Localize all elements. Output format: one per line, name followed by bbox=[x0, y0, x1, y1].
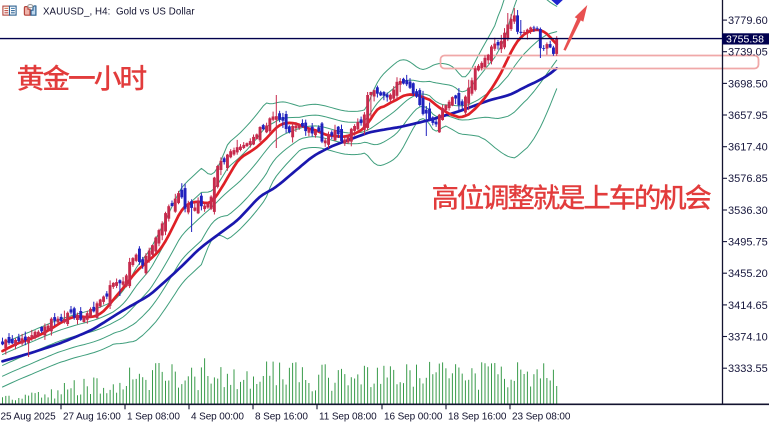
svg-text:16 Sep 00:00: 16 Sep 00:00 bbox=[384, 411, 443, 422]
svg-text:3698.50: 3698.50 bbox=[728, 78, 768, 90]
svg-text:3739.05: 3739.05 bbox=[728, 47, 768, 59]
svg-text:3617.40: 3617.40 bbox=[728, 142, 768, 154]
svg-text:3414.65: 3414.65 bbox=[728, 300, 768, 312]
svg-text:3576.85: 3576.85 bbox=[728, 173, 768, 185]
svg-text:1 Sep 08:00: 1 Sep 08:00 bbox=[127, 411, 180, 422]
svg-text:18 Sep 16:00: 18 Sep 16:00 bbox=[448, 411, 507, 422]
svg-text:27 Aug 16:00: 27 Aug 16:00 bbox=[63, 411, 121, 422]
svg-text:3536.30: 3536.30 bbox=[728, 205, 768, 217]
svg-text:3333.55: 3333.55 bbox=[728, 363, 768, 375]
svg-text:3455.20: 3455.20 bbox=[728, 268, 768, 280]
svg-text:3755.58: 3755.58 bbox=[726, 34, 764, 46]
svg-text:3374.10: 3374.10 bbox=[728, 331, 768, 343]
svg-text:XAUUSD_, H4: Gold vs US Dolla: XAUUSD_, H4: Gold vs US Dollar bbox=[43, 6, 195, 17]
svg-text:3779.60: 3779.60 bbox=[728, 15, 768, 27]
svg-text:25 Aug 2025: 25 Aug 2025 bbox=[1, 411, 57, 422]
svg-text:23 Sep 08:00: 23 Sep 08:00 bbox=[512, 411, 571, 422]
svg-text:3657.95: 3657.95 bbox=[728, 110, 768, 122]
svg-text:11 Sep 08:00: 11 Sep 08:00 bbox=[319, 411, 377, 422]
svg-text:8 Sep 16:00: 8 Sep 16:00 bbox=[255, 411, 308, 422]
svg-text:3495.75: 3495.75 bbox=[728, 237, 768, 249]
svg-text:4 Sep 00:00: 4 Sep 00:00 bbox=[191, 411, 244, 422]
